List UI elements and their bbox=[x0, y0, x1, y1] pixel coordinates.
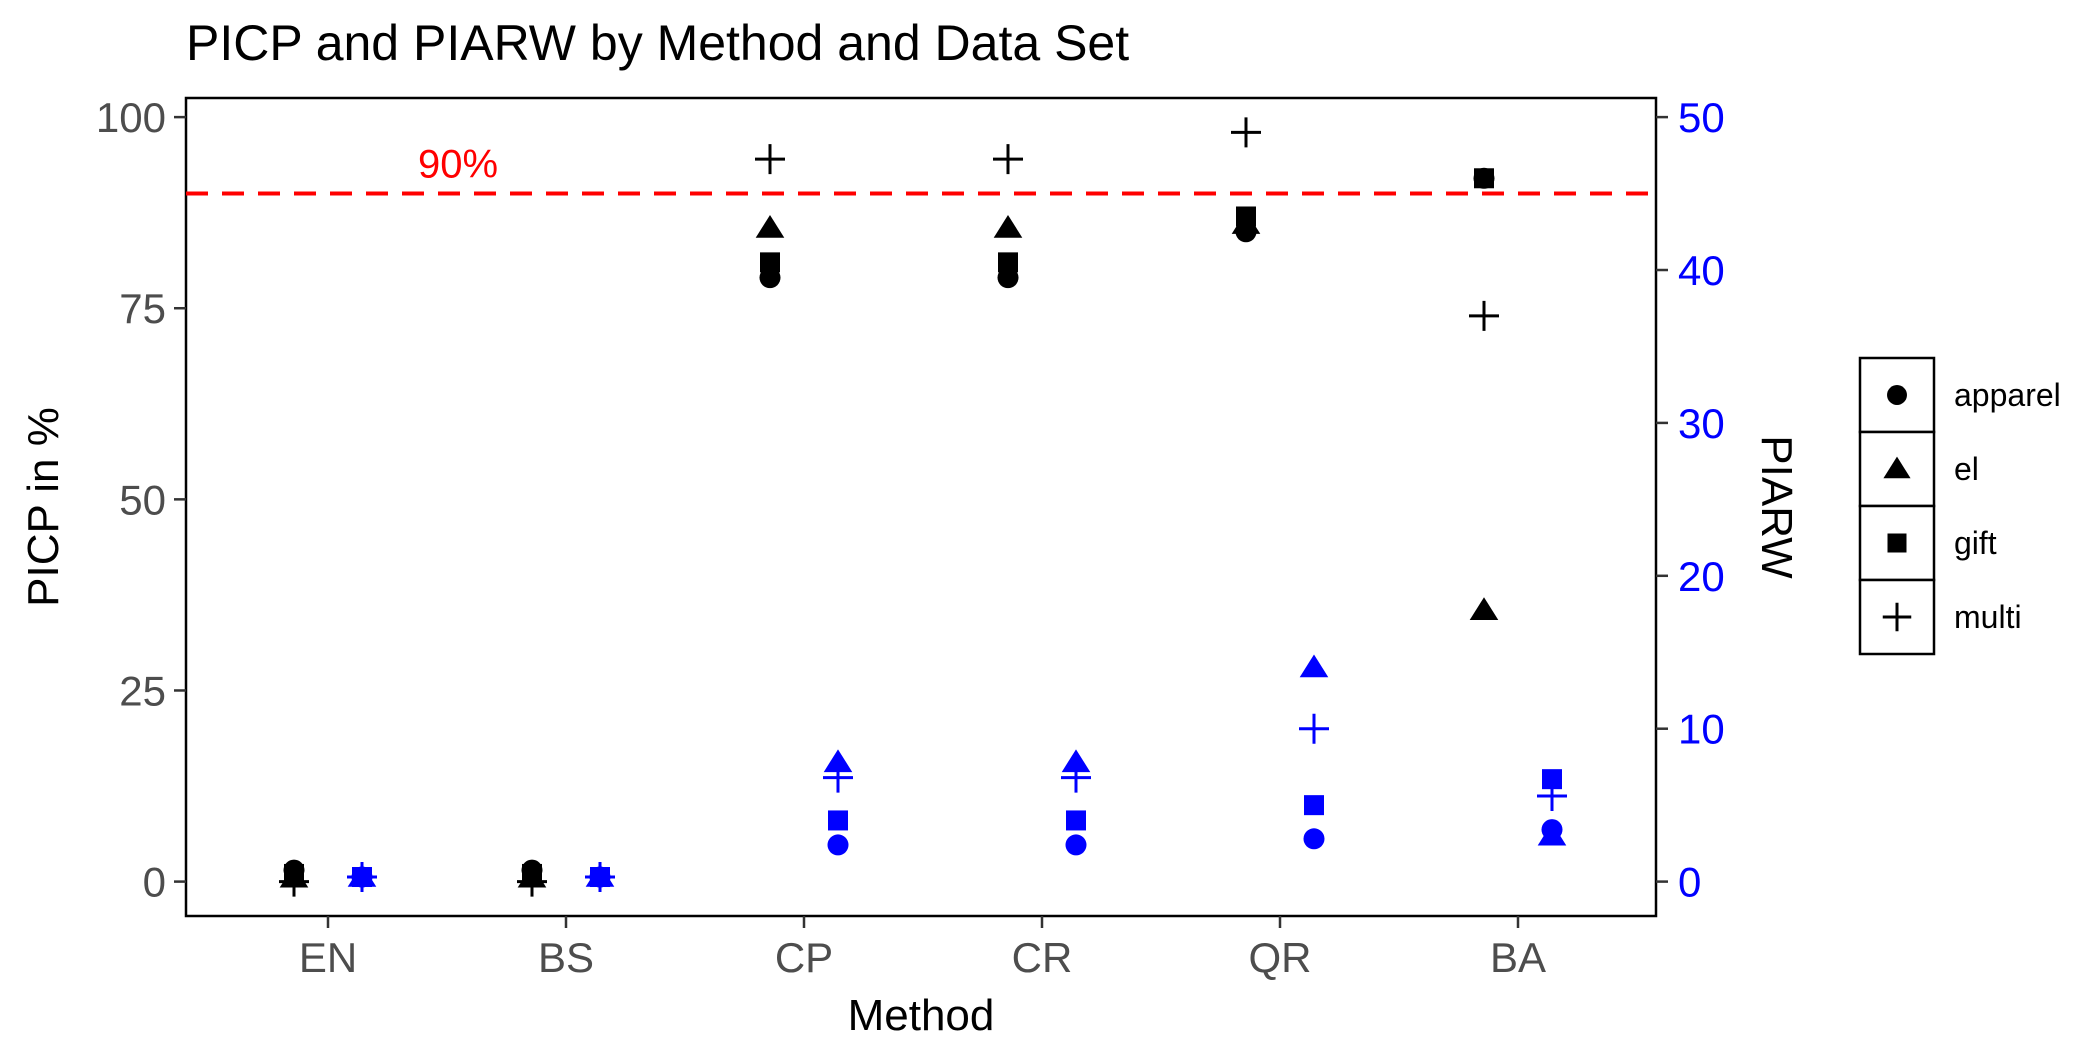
picp-points bbox=[279, 117, 1499, 897]
legend-symbol-el bbox=[1883, 456, 1911, 479]
y-axis-title: PICP in % bbox=[19, 407, 68, 607]
legend: apparel el gift multi bbox=[1858, 356, 2061, 656]
picp-point-el-ba bbox=[1469, 597, 1499, 620]
piarw-point-gift-cp bbox=[828, 810, 848, 831]
piarw-point-multi-cr bbox=[1061, 762, 1091, 793]
legend-symbol-gift bbox=[1887, 533, 1907, 553]
y-axis-right-title: PIARW bbox=[1752, 435, 1801, 579]
reference-line-label: 90% bbox=[418, 143, 498, 187]
piarw-point-el-qr bbox=[1299, 654, 1329, 678]
piarw-point-gift-qr bbox=[1304, 795, 1324, 816]
picp-point-multi-cp bbox=[755, 144, 785, 175]
picp-point-multi-en bbox=[279, 866, 309, 897]
x-tick-label-bs: BS bbox=[538, 934, 594, 981]
piarw-point-gift-ba bbox=[1542, 769, 1562, 790]
y-right-tick-label-0: 0 bbox=[1678, 859, 1701, 906]
legend-label-multi: multi bbox=[1954, 599, 2022, 635]
x-tick-label-cr: CR bbox=[1012, 934, 1073, 981]
picp-point-gift-cp bbox=[760, 252, 780, 273]
picp-point-multi-qr bbox=[1231, 117, 1261, 148]
x-tick-label-qr: QR bbox=[1249, 934, 1312, 981]
legend-label-el: el bbox=[1954, 451, 1979, 487]
piarw-point-apparel-cp bbox=[827, 834, 849, 856]
picp-point-el-cp bbox=[755, 214, 785, 238]
y-tick-label-100: 100 bbox=[96, 94, 166, 141]
picp-point-apparel-cp bbox=[759, 267, 781, 289]
right-axis: 0 10 20 30 40 50 bbox=[1656, 94, 1725, 906]
picp-point-gift-ba bbox=[1474, 168, 1494, 189]
legend-symbol-apparel bbox=[1887, 385, 1907, 405]
x-tick-label-ba: BA bbox=[1490, 934, 1546, 981]
chart-title: PICP and PIARW by Method and Data Set bbox=[186, 15, 1129, 71]
piarw-point-el-cr bbox=[1061, 749, 1091, 773]
x-tick-label-cp: CP bbox=[775, 934, 833, 981]
picp-point-gift-qr bbox=[1236, 206, 1256, 227]
y-tick-label-75: 75 bbox=[119, 285, 166, 332]
piarw-point-multi-qr bbox=[1299, 713, 1329, 744]
piarw-point-apparel-cr bbox=[1065, 834, 1087, 856]
y-tick-label-50: 50 bbox=[119, 476, 166, 523]
legend-key-el bbox=[1858, 430, 1936, 508]
piarw-point-multi-bs bbox=[585, 862, 615, 893]
x-tick-label-en: EN bbox=[299, 934, 357, 981]
reference-line-group: 90% bbox=[186, 143, 1656, 196]
plot-border bbox=[184, 96, 1658, 918]
piarw-point-multi-ba bbox=[1537, 780, 1567, 811]
piarw-point-el-ba bbox=[1537, 822, 1567, 846]
y-right-tick-label-40: 40 bbox=[1678, 247, 1725, 294]
y-right-tick-label-30: 30 bbox=[1678, 400, 1725, 447]
piarw-point-multi-cp bbox=[823, 762, 853, 793]
left-axis: 0 25 50 75 100 bbox=[96, 94, 186, 906]
y-tick-label-0: 0 bbox=[143, 859, 166, 906]
plot-panel bbox=[184, 96, 1658, 918]
picp-point-multi-ba bbox=[1469, 300, 1499, 331]
piarw-point-multi-en bbox=[347, 862, 377, 893]
y-tick-label-25: 25 bbox=[119, 667, 166, 714]
legend-key-multi bbox=[1858, 578, 1936, 656]
piarw-point-apparel-qr bbox=[1303, 828, 1325, 850]
legend-symbol-multi bbox=[1882, 602, 1912, 632]
piarw-point-el-cp bbox=[823, 749, 853, 773]
x-axis: EN BS CP CR QR BA bbox=[299, 916, 1546, 981]
picp-point-multi-bs bbox=[517, 866, 547, 897]
legend-label-gift: gift bbox=[1954, 525, 1997, 561]
picp-point-multi-cr bbox=[993, 144, 1023, 175]
piarw-point-gift-cr bbox=[1066, 810, 1086, 831]
x-axis-title: Method bbox=[848, 991, 995, 1040]
picp-point-gift-cr bbox=[998, 252, 1018, 273]
y-right-tick-label-50: 50 bbox=[1678, 94, 1725, 141]
y-right-tick-label-10: 10 bbox=[1678, 706, 1725, 753]
piarw-points bbox=[347, 654, 1567, 893]
y-right-tick-label-20: 20 bbox=[1678, 553, 1725, 600]
picp-point-apparel-cr bbox=[997, 267, 1019, 289]
picp-point-el-cr bbox=[993, 214, 1023, 238]
legend-label-apparel: apparel bbox=[1954, 377, 2061, 413]
